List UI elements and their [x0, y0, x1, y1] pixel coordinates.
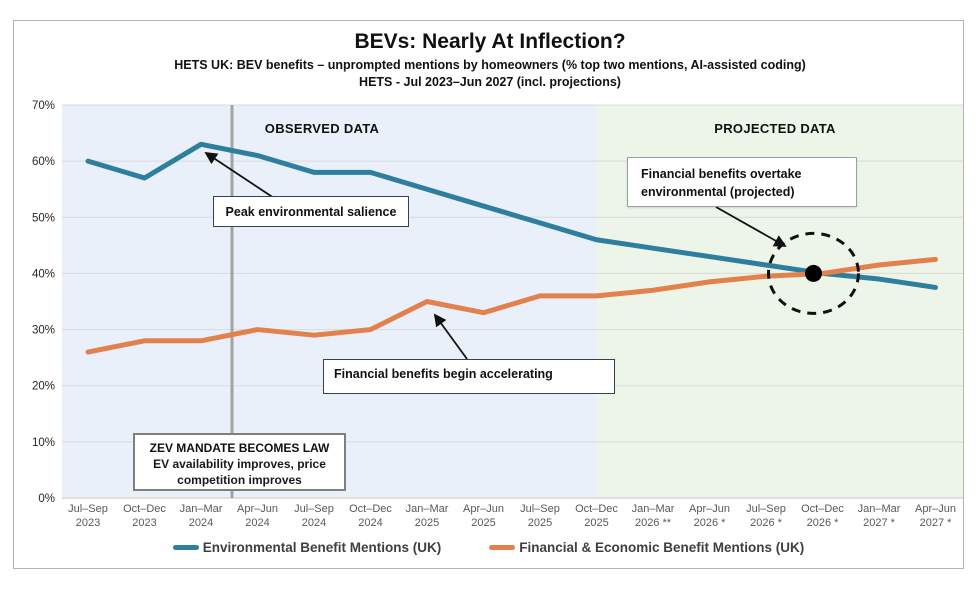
chart-subtitle: HETS UK: BEV benefits – unprompted menti…: [174, 58, 806, 72]
y-axis-tick-70: 70%: [32, 100, 55, 112]
x-axis-tick-quarter-0: Jul–Sep: [68, 503, 108, 515]
x-axis-tick-quarter-6: Jan–Mar: [406, 503, 449, 515]
chart-legend: Environmental Benefit Mentions (UK) Fina…: [13, 540, 964, 555]
annotation-accelerating-text: Financial benefits begin accelerating: [334, 367, 553, 381]
x-axis-tick-year-12: 2026 *: [750, 517, 783, 529]
x-axis-tick-year-10: 2026 **: [635, 517, 672, 529]
y-axis-tick-20: 20%: [32, 381, 55, 393]
x-axis-tick-year-8: 2025: [528, 517, 552, 529]
peak-annotation-arrow: [204, 151, 278, 201]
x-axis-tick-year-6: 2025: [415, 517, 439, 529]
projected-data-label: PROJECTED DATA: [714, 121, 836, 136]
page-title: BEVs: Nearly At Inflection?: [354, 30, 626, 53]
x-axis-tick-year-14: 2027 *: [863, 517, 896, 529]
x-axis-tick-quarter-2: Jan–Mar: [180, 503, 223, 515]
legend-label-environmental: Environmental Benefit Mentions (UK): [202, 540, 442, 555]
y-axis-tick-50: 50%: [32, 212, 55, 224]
x-axis-tick-quarter-15: Apr–Jun: [915, 503, 956, 515]
y-axis-tick-60: 60%: [32, 156, 55, 168]
annotation-zev-mandate: ZEV MANDATE BECOMES LAW EV availability …: [133, 433, 346, 491]
crossing-point-dot: [805, 264, 822, 282]
x-axis-tick-year-7: 2025: [471, 517, 495, 529]
x-axis-tick-year-2: 2024: [189, 517, 213, 529]
x-axis-tick-quarter-9: Oct–Dec: [575, 503, 618, 515]
x-axis-tick-quarter-12: Jul–Sep: [746, 503, 786, 515]
x-axis-tick-quarter-10: Jan–Mar: [632, 503, 675, 515]
x-axis-tick-year-0: 2023: [76, 517, 100, 529]
crossing-dashed-circle: [767, 231, 860, 315]
annotation-peak-text: Peak environmental salience: [225, 204, 397, 219]
observed-data-label: OBSERVED DATA: [264, 121, 380, 136]
financial-line-swatch: [489, 545, 516, 550]
annotation-zev-body: EV availability improves, price competit…: [153, 457, 326, 488]
x-axis-tick-year-3: 2024: [245, 517, 269, 529]
x-axis-tick-quarter-1: Oct–Dec: [123, 503, 166, 515]
annotation-zev-title: ZEV MANDATE BECOMES LAW: [149, 441, 330, 455]
y-axis-tick-0: 0%: [38, 493, 55, 505]
x-axis-tick-quarter-7: Apr–Jun: [463, 503, 504, 515]
legend-item-financial: Financial & Economic Benefit Mentions (U…: [489, 540, 804, 555]
annotation-overtake-line1: Financial benefits overtake: [641, 167, 802, 181]
annotation-peak-environmental-salience: Peak environmental salience: [213, 196, 409, 227]
x-axis-tick-year-13: 2026 *: [807, 517, 840, 529]
annotation-overtake-line2: environmental (projected): [641, 184, 795, 199]
x-axis-tick-year-11: 2026 *: [694, 517, 727, 529]
x-axis-tick-year-9: 2025: [584, 517, 608, 529]
chart-subtitle-period: HETS - Jul 2023–Jun 2027 (incl. projecti…: [359, 75, 621, 89]
x-axis-tick-year-5: 2024: [358, 517, 382, 529]
x-axis-tick-year-15: 2027 *: [920, 517, 953, 529]
x-axis-tick-quarter-14: Jan–Mar: [858, 503, 901, 515]
overtake-annotation-arrow: [715, 206, 787, 247]
x-axis-tick-year-1: 2023: [132, 517, 156, 529]
y-axis-tick-40: 40%: [32, 268, 55, 280]
legend-item-environmental: Environmental Benefit Mentions (UK): [172, 540, 442, 555]
x-axis-tick-year-4: 2024: [302, 517, 326, 529]
accelerating-annotation-arrow: [433, 313, 468, 360]
x-axis-tick-quarter-8: Jul–Sep: [520, 503, 560, 515]
annotation-financial-overtake: Financial benefits overtake environmenta…: [627, 157, 857, 207]
annotation-financial-accelerating: Financial benefits begin accelerating: [323, 359, 615, 394]
environmental-series-line: [85, 141, 938, 290]
environmental-line-swatch: [172, 545, 199, 550]
x-axis-tick-quarter-3: Apr–Jun: [237, 503, 278, 515]
legend-label-financial: Financial & Economic Benefit Mentions (U…: [519, 540, 805, 555]
y-axis-tick-30: 30%: [32, 325, 55, 337]
y-axis-tick-10: 10%: [32, 437, 55, 449]
financial-series-line: [85, 256, 938, 355]
x-axis-tick-quarter-11: Apr–Jun: [689, 503, 730, 515]
x-axis-tick-quarter-4: Jul–Sep: [294, 503, 334, 515]
x-axis-tick-quarter-5: Oct–Dec: [349, 503, 392, 515]
x-axis-tick-quarter-13: Oct–Dec: [801, 503, 844, 515]
